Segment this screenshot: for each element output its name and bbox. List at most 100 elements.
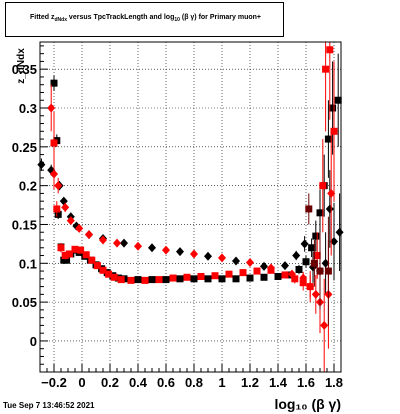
data-point-square	[176, 275, 184, 283]
data-point-diamond	[204, 251, 212, 261]
y-tick-label: 0.25	[12, 140, 37, 155]
data-point-square	[295, 266, 303, 274]
data-point-square	[50, 79, 58, 87]
data-point-diamond	[288, 269, 296, 279]
data-point-diamond	[50, 169, 58, 179]
data-point-square	[141, 276, 149, 284]
data-point-square	[316, 267, 324, 275]
y-tick-label: 0.2	[19, 179, 37, 194]
data-point-square	[183, 273, 191, 281]
data-point-diamond	[321, 258, 330, 268]
data-point-square	[211, 272, 219, 280]
data-point-diamond	[320, 320, 329, 330]
x-tick-label: 0.2	[101, 375, 119, 390]
x-tick-label: 0	[78, 375, 85, 390]
y-tick-label: 0.3	[19, 101, 37, 116]
data-point-square	[197, 272, 205, 280]
data-point-diamond	[218, 253, 226, 263]
y-tick-label: 0.1	[19, 256, 37, 271]
data-point-square	[93, 262, 101, 270]
title-middle: versus TpcTrackLength and log	[66, 14, 175, 21]
data-point-diamond	[85, 230, 93, 240]
data-point-square	[204, 275, 212, 283]
data-point-square	[57, 244, 65, 252]
data-point-square	[316, 209, 324, 217]
x-axis-label: log₁₀ (β γ)	[274, 396, 341, 412]
data-point-diamond	[246, 258, 254, 268]
data-point-diamond	[232, 256, 240, 266]
data-point-diamond	[299, 273, 308, 283]
data-point-square	[148, 276, 156, 284]
x-tick-label: 1	[218, 375, 225, 390]
data-point-square	[65, 250, 73, 258]
data-point-diamond	[66, 216, 75, 226]
title-sub-10: 10	[174, 17, 180, 23]
title-box: Fitted zdNdx versus TpcTrackLength and l…	[5, 2, 284, 37]
data-point-square	[134, 276, 142, 284]
x-tick-label: 1.2	[241, 375, 259, 390]
data-point-diamond	[99, 235, 107, 245]
chart-title: Fitted zdNdx versus TpcTrackLength and l…	[6, 14, 285, 23]
x-tick-label: 1.6	[297, 375, 315, 390]
data-point-square	[117, 276, 125, 284]
data-point-diamond	[176, 247, 184, 257]
y-tick-label: 0.35	[12, 62, 37, 77]
data-point-square	[110, 273, 118, 281]
data-point-square	[54, 210, 62, 218]
x-tick-label: 0.8	[185, 375, 203, 390]
data-point-square	[218, 275, 226, 283]
y-tick-label: 0.15	[12, 217, 37, 232]
data-point-diamond	[120, 238, 128, 248]
data-point-square	[291, 275, 299, 283]
data-point-square	[105, 270, 113, 278]
data-point-diamond	[61, 202, 70, 212]
y-tick-label: 0.05	[12, 295, 37, 310]
data-point-diamond	[113, 238, 121, 248]
data-point-diamond	[162, 245, 170, 255]
data-point-square	[61, 252, 69, 260]
data-point-square	[310, 259, 318, 267]
data-point-diamond	[327, 188, 336, 198]
data-point-diamond	[300, 239, 309, 249]
title-suffix: (β γ) for Primary muon+	[181, 14, 262, 21]
x-tick-label: 1.4	[269, 375, 288, 390]
data-point-square	[82, 251, 90, 259]
data-point-square	[322, 65, 330, 73]
data-points	[37, 42, 344, 372]
title-sub-dndx: dNdx	[54, 17, 67, 23]
data-point-diamond	[54, 181, 63, 191]
data-point-square	[334, 96, 342, 104]
data-point-square	[253, 267, 261, 275]
data-point-diamond	[47, 103, 56, 113]
data-point-square	[239, 269, 247, 277]
data-point-diamond	[306, 282, 315, 292]
data-point-square	[246, 274, 254, 282]
x-tick-label: 0.4	[129, 375, 148, 390]
data-point-square	[329, 104, 337, 112]
data-point-square	[312, 232, 320, 240]
data-point-square	[260, 273, 268, 281]
y-tick-label: 0	[30, 334, 37, 349]
data-point-diamond	[190, 249, 198, 259]
data-point-square	[63, 256, 71, 264]
data-point-diamond	[292, 251, 301, 261]
title-prefix: Fitted z	[29, 14, 55, 21]
x-tick-label: −0.2	[41, 375, 67, 390]
data-point-diamond	[325, 204, 334, 214]
data-point-square	[169, 274, 177, 282]
data-point-diamond	[311, 289, 320, 299]
data-point-square	[326, 46, 334, 54]
timestamp-text: Tue Sep 7 13:46:52 2021	[3, 401, 95, 410]
data-point-diamond	[75, 223, 84, 233]
data-point-square	[99, 266, 107, 274]
data-point-diamond	[335, 227, 344, 237]
data-point-square	[324, 267, 332, 275]
data-point-square	[225, 270, 233, 278]
data-point-square	[305, 205, 313, 213]
data-point-diamond	[330, 237, 338, 247]
data-point-diamond	[267, 263, 275, 273]
data-point-square	[232, 275, 240, 283]
data-point-square	[274, 272, 282, 280]
data-point-square	[127, 276, 135, 284]
